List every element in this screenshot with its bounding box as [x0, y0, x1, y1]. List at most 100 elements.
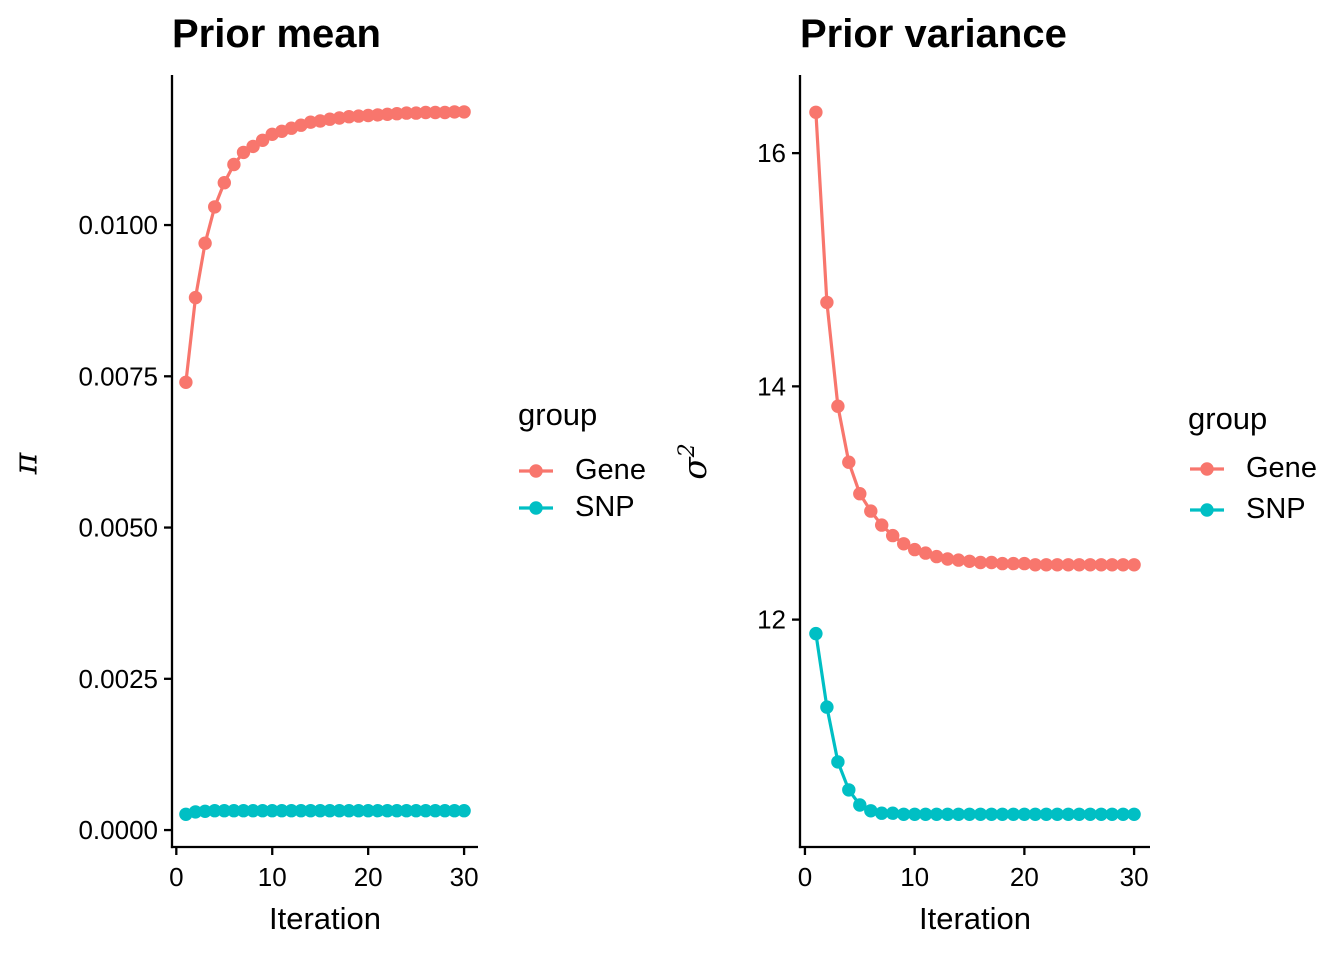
data-point-snp — [1072, 807, 1086, 821]
legend-label-snp: SNP — [1246, 493, 1306, 525]
data-point-gene — [1061, 558, 1076, 572]
data-point-snp — [875, 806, 889, 820]
data-point-gene — [399, 106, 414, 120]
data-point-snp — [962, 807, 977, 821]
panel-title-prior-mean: Prior mean — [172, 12, 381, 56]
gene-legend-key-icon — [1190, 461, 1224, 476]
x-tick-label: 10 — [258, 862, 287, 892]
data-point-snp — [995, 807, 1010, 821]
data-point-gene — [973, 555, 988, 570]
panel-0: 0.0000 0.0025 0.0050 0.0075 0.0100 0 10 20 30 — [78, 75, 479, 892]
data-point-snp — [246, 804, 260, 818]
data-point-gene — [853, 487, 867, 501]
data-point-snp — [1050, 807, 1065, 821]
y-tick-label: 12 — [757, 605, 786, 635]
data-point-gene — [351, 109, 366, 123]
data-point-gene — [1094, 558, 1108, 572]
data-point-snp — [208, 804, 222, 818]
data-point-snp — [842, 783, 856, 797]
data-point-snp — [897, 807, 911, 821]
data-point-gene — [940, 552, 955, 566]
data-point-snp — [294, 804, 308, 818]
data-point-snp — [831, 755, 845, 769]
data-point-gene — [179, 375, 193, 389]
x-tick-label: 0 — [169, 862, 183, 892]
data-point-gene — [995, 556, 1010, 571]
data-point-gene — [217, 176, 231, 190]
sigma-exponent: 2 — [674, 443, 700, 458]
data-point-snp — [390, 804, 404, 818]
y-tick-label: 14 — [757, 371, 786, 401]
data-point-snp — [1039, 807, 1054, 821]
data-point-snp — [1105, 807, 1119, 821]
panel-title-prior-variance: Prior variance — [800, 12, 1067, 56]
data-point-snp — [984, 807, 999, 821]
data-point-gene — [227, 157, 241, 172]
data-point-snp — [809, 626, 823, 641]
data-point-snp — [428, 804, 442, 818]
data-point-gene — [188, 290, 203, 305]
data-point-gene — [951, 553, 966, 567]
data-point-gene — [1072, 558, 1086, 572]
x-axis-title-iteration-left: Iteration — [268, 901, 381, 936]
y-tick-label: 0.0100 — [78, 210, 158, 240]
data-point-snp — [227, 804, 241, 818]
data-point-gene — [918, 546, 933, 560]
data-point-snp — [864, 804, 878, 818]
data-point-snp — [1116, 807, 1130, 821]
data-point-snp — [853, 798, 867, 812]
series-line-snp — [814, 633, 1135, 816]
snp-legend-key-icon — [1190, 502, 1224, 517]
data-point-gene — [842, 455, 856, 469]
y-tick-label: 0.0025 — [78, 664, 158, 694]
data-point-gene — [1050, 558, 1065, 572]
x-tick-label: 30 — [450, 862, 479, 892]
data-point-gene — [1006, 556, 1021, 571]
data-point-snp — [342, 804, 356, 818]
data-point-gene — [246, 139, 260, 154]
data-point-snp — [1094, 807, 1108, 821]
data-point-snp — [419, 804, 433, 818]
data-point-snp — [275, 804, 289, 818]
data-point-gene — [419, 105, 433, 120]
data-point-gene — [208, 200, 222, 214]
data-point-snp — [399, 804, 414, 818]
data-point-gene — [447, 105, 462, 119]
data-point-gene — [929, 549, 944, 564]
data-point-snp — [236, 804, 251, 818]
data-point-gene — [409, 106, 423, 120]
data-point-gene — [1028, 558, 1043, 572]
data-point-snp — [1028, 807, 1043, 821]
data-point-gene — [1039, 558, 1054, 572]
data-point-snp — [1083, 807, 1097, 821]
data-point-gene — [1116, 558, 1130, 572]
data-point-snp — [323, 804, 337, 818]
data-point-snp — [409, 804, 423, 818]
legend-item-gene: Gene — [519, 456, 646, 485]
data-point-snp — [303, 804, 318, 818]
data-point-snp — [371, 804, 385, 818]
data-point-snp — [1006, 807, 1021, 821]
y-axis-title-pi: π — [5, 453, 44, 475]
data-point-gene — [908, 542, 922, 557]
data-point-gene — [428, 105, 442, 120]
data-point-snp — [332, 804, 347, 818]
data-point-snp — [918, 807, 933, 821]
data-point-snp — [438, 804, 452, 818]
gene-legend-key-icon — [519, 463, 553, 478]
legend-prior-mean: group — [518, 399, 597, 430]
x-tick-label: 20 — [354, 862, 383, 892]
legend-title: group — [1188, 401, 1268, 436]
legend-item-snp: SNP — [1190, 495, 1306, 524]
y-tick-label: 16 — [757, 138, 786, 168]
x-tick-label: 10 — [900, 862, 929, 892]
x-axis-title-iteration-right: Iteration — [918, 901, 1031, 936]
y-tick-label: 0.0000 — [78, 815, 158, 845]
data-point-gene — [342, 110, 356, 124]
data-point-gene — [864, 504, 878, 518]
sigma-symbol: σ — [674, 457, 714, 480]
data-point-gene — [1083, 558, 1097, 572]
data-point-snp — [284, 804, 299, 818]
y-tick-label: 0.0050 — [78, 513, 158, 543]
